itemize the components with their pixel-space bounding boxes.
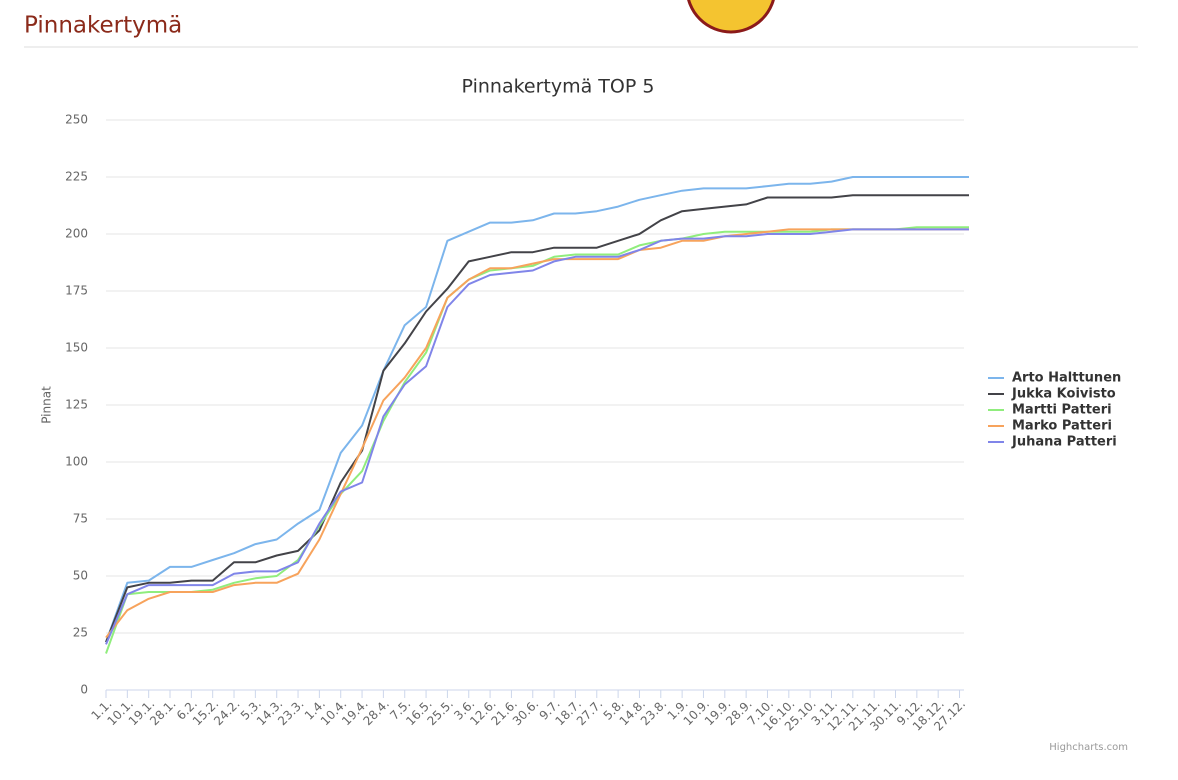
logo xyxy=(687,0,775,34)
credits: Highcharts.com xyxy=(1049,742,1128,753)
series-line xyxy=(105,228,969,645)
y-tick-label: 225 xyxy=(65,170,88,184)
series-line xyxy=(105,228,969,639)
y-tick-label: 25 xyxy=(73,626,88,640)
y-tick-label: 0 xyxy=(80,683,88,697)
legend-label: Martti Patteri xyxy=(1012,403,1112,418)
legend-label: Marko Patteri xyxy=(1012,419,1112,434)
series-line xyxy=(105,194,969,643)
y-tick-label: 200 xyxy=(65,227,88,241)
y-tick-label: 150 xyxy=(65,341,88,355)
chart-title: Pinnakertymä TOP 5 xyxy=(462,76,655,98)
y-tick-label: 250 xyxy=(65,113,88,127)
legend-label: Juhana Patteri xyxy=(1011,435,1117,450)
legend-label: Jukka Koivisto xyxy=(1011,387,1116,402)
y-tick-label: 100 xyxy=(65,455,88,469)
y-tick-label: 175 xyxy=(65,284,88,298)
y-tick-label: 50 xyxy=(73,569,88,583)
legend-label: Arto Halttunen xyxy=(1012,371,1121,386)
y-tick-label: 125 xyxy=(65,398,88,412)
y-tick-label: 75 xyxy=(73,512,88,526)
y-axis-title: Pinnat xyxy=(40,386,54,424)
page-title: Pinnakertymä xyxy=(24,13,182,39)
series-line xyxy=(105,176,969,643)
